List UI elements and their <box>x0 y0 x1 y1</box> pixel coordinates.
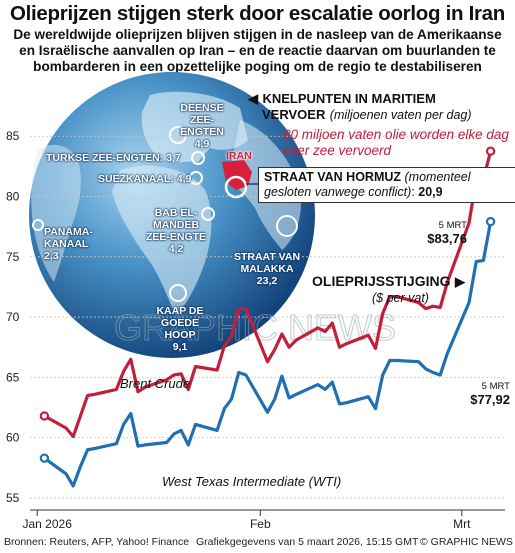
x-tick-label: Mrt <box>453 517 471 531</box>
marker-bab-el-mandeb <box>201 207 215 221</box>
chokepoint-label: STRAAT VAN MALAKKA 23,2 <box>233 251 301 287</box>
price-series <box>39 146 496 488</box>
brent-series-label: Brent Crude <box>120 376 191 391</box>
marker-suezkanaal <box>189 171 203 185</box>
y-tick-label: 55 <box>6 491 20 505</box>
chokepoint-markers <box>32 126 298 302</box>
y-tick-label: 75 <box>6 250 20 264</box>
globe-map <box>29 72 315 358</box>
chart-unit: ($ per vat) <box>372 291 429 305</box>
footer-sources: Bronnen: Reuters, AFP, Yahoo! Finance <box>4 536 190 548</box>
chokepoint-label: KAAP DE GOEDE HOOP 9,1 <box>156 305 204 353</box>
wti-end-point <box>485 216 496 227</box>
chokepoint-label: PANAMA-KANAAL 2,3 <box>44 226 93 262</box>
x-tick-label: Jan 2026 <box>23 517 73 531</box>
x-tick-label: Feb <box>250 517 271 531</box>
page-title: Olieprijzen stijgen sterk door escalatie… <box>10 2 505 25</box>
wti-start-point <box>39 453 50 463</box>
brent-end-point <box>485 146 496 156</box>
y-tick-label: 70 <box>6 310 20 324</box>
marker-malakka <box>276 215 298 237</box>
y-tick-label: 85 <box>6 129 20 143</box>
chokepoint-label: DEENSE ZEE-ENGTEN 4,9 <box>180 102 224 150</box>
brent-line <box>42 149 493 439</box>
globe-land-europe <box>141 91 248 163</box>
hormuz-value: 20,9 <box>418 185 443 199</box>
wti-line <box>42 220 493 488</box>
chokepoint-label: SUEZKANAAL: 4,9 <box>98 173 192 185</box>
y-tick-label: 60 <box>6 431 20 445</box>
marker-kaap-de-goede-hoop <box>169 284 187 302</box>
heading-arrow-icon: ◀ <box>248 91 258 106</box>
chokepoints-unit: (miljoenen vaten per dag) <box>329 108 472 122</box>
wti-end-label: 5 MRT $77,92 <box>470 381 510 407</box>
marker-panama <box>32 219 44 231</box>
hormuz-name: STRAAT VAN HORMUZ <box>264 170 402 184</box>
globe-land-africa <box>112 165 212 315</box>
chart-title: OLIEPRIJSSTIJGING ▶ <box>312 273 465 289</box>
page-subtitle: De wereldwijde olieprijzen blijven stijg… <box>13 27 502 74</box>
iran-label: IRAN <box>226 150 252 162</box>
brent-start-point <box>39 411 50 421</box>
marker-hormuz <box>224 175 248 199</box>
chokepoint-label: TURKSE ZEE-ENGTEN: 3,7 <box>46 152 181 164</box>
x-axis-ticks: Jan 2026 Feb Mrt <box>23 510 471 531</box>
chokepoint-label: BAB EL-MANDEB ZEE-ENGTE 4,2 <box>145 207 207 255</box>
marker-turkse-zee-engten <box>191 151 205 165</box>
sea-transport-note: 80 miljoen vaten olie worden elke dag ov… <box>283 127 509 158</box>
footer-date: Grafiekgegevens van 5 maart 2026, 15:15 … <box>196 536 419 548</box>
chokepoints-title-line2: VERVOER (miljoenen vaten per dag) <box>262 107 472 122</box>
footer-credit: © GRAPHIC NEWS <box>420 536 513 548</box>
chokepoints-title: KNELPUNTEN IN MARITIEM <box>262 91 436 106</box>
y-axis-ticks: 55 60 65 70 75 80 85 <box>6 129 20 505</box>
globe-land-americas <box>31 144 81 282</box>
chokepoints-heading: ◀ KNELPUNTEN IN MARITIEM <box>248 90 436 108</box>
marker-deense-zee-engten <box>169 126 187 144</box>
wti-series-label: West Texas Intermediate (WTI) <box>162 474 342 489</box>
hormuz-callout: STRAAT VAN HORMUZ (momenteel gesloten va… <box>258 167 515 203</box>
chart-title-arrow-icon: ▶ <box>454 274 465 289</box>
brent-end-label: 5 MRT $83,76 <box>427 220 467 246</box>
hormuz-note: (momenteel gesloten vanwege conflict) <box>264 170 471 199</box>
y-tick-label: 80 <box>6 190 20 204</box>
y-tick-label: 65 <box>6 370 20 384</box>
